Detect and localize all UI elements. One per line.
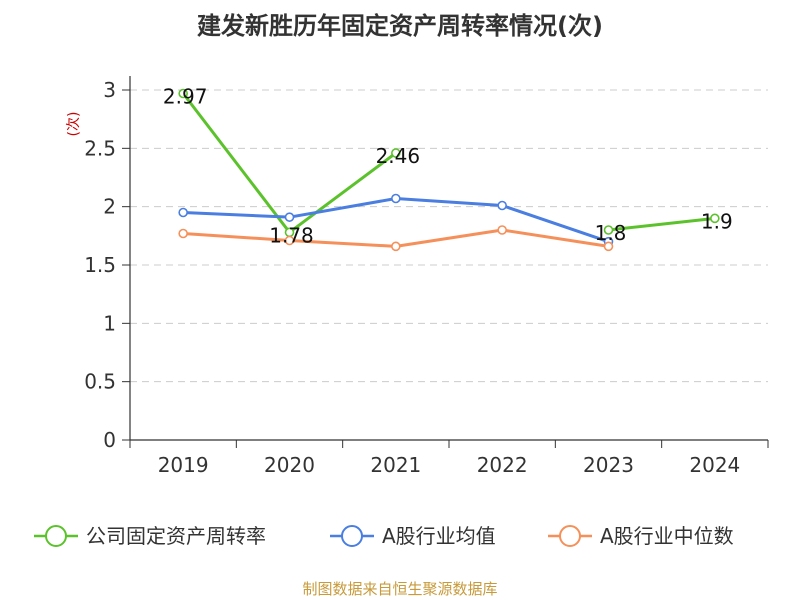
data-label: 1.8 — [595, 221, 627, 245]
data-point[interactable] — [284, 235, 295, 246]
grid-lines — [130, 89, 768, 383]
data-point[interactable] — [391, 148, 401, 158]
data-point[interactable] — [178, 207, 188, 218]
x-tick-label: 2022 — [477, 453, 528, 477]
legend-label: A股行业中位数 — [600, 524, 734, 548]
data-labels: 2.97 1.78 2.46 1.8 1.9 — [163, 85, 733, 248]
data-label: 1.78 — [269, 223, 314, 247]
data-point[interactable] — [603, 225, 614, 235]
legend-swatch-marker — [45, 525, 67, 547]
y-tick-label: 0 — [103, 428, 116, 452]
legend-label: A股行业均值 — [382, 524, 496, 548]
legend-label: 公司固定资产周转率 — [86, 524, 266, 548]
data-point[interactable] — [284, 212, 295, 222]
source-note: 制图数据来自恒生聚源数据库 — [302, 580, 498, 598]
x-tick-label: 2019 — [158, 453, 209, 477]
x-tick-label: 2024 — [689, 453, 740, 477]
data-point[interactable] — [178, 88, 188, 99]
data-point[interactable] — [391, 241, 401, 252]
legend-item[interactable]: A股行业均值 — [330, 524, 496, 548]
data-point[interactable] — [497, 225, 507, 235]
y-tick-label: 2.5 — [84, 136, 116, 160]
data-point[interactable] — [603, 241, 614, 252]
legend-swatch-marker — [341, 525, 363, 547]
data-point[interactable] — [178, 228, 188, 239]
x-tick-label: 2020 — [264, 453, 315, 477]
y-axis-unit-label: (次) — [66, 112, 82, 137]
data-label: 2.46 — [376, 144, 421, 168]
data-point[interactable] — [391, 193, 401, 204]
chart-title: 建发新胜历年固定资产周转率情况(次) — [197, 12, 603, 40]
series-lines — [178, 88, 720, 252]
x-tick-label: 2021 — [370, 453, 421, 477]
y-tick-label: 1 — [103, 311, 116, 335]
y-tick-label: 0.5 — [84, 370, 116, 394]
data-label: 2.97 — [163, 85, 208, 109]
y-tick-label: 1.5 — [84, 253, 116, 277]
series-line — [608, 216, 715, 232]
series-line — [181, 92, 397, 234]
legend[interactable]: 公司固定资产周转率 A股行业均值 A股行业中位数 — [34, 524, 734, 548]
data-label: 1.9 — [701, 209, 733, 233]
x-tick-label: 2023 — [583, 453, 634, 477]
y-tick-label: 2 — [103, 195, 116, 219]
axes: (次) 0 0.5 1 1.5 2 2.5 3 2019 2020 2021 2022 2023 202… — [66, 76, 769, 477]
legend-item[interactable]: A股行业中位数 — [548, 524, 734, 548]
legend-item[interactable]: 公司固定资产周转率 — [34, 524, 266, 548]
legend-swatch-marker — [559, 525, 581, 547]
data-point[interactable] — [710, 213, 720, 224]
y-tick-label: 3 — [103, 78, 116, 102]
data-point[interactable] — [497, 200, 507, 211]
